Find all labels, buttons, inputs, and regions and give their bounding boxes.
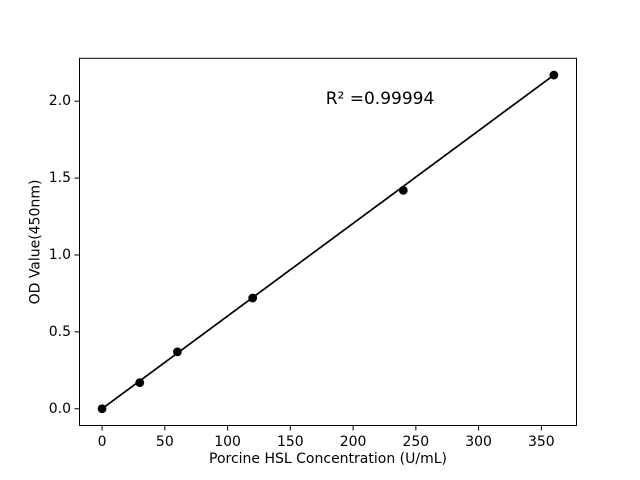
y-tick-label: 0.0: [48, 400, 71, 417]
data-point: [97, 404, 107, 414]
x-tick-label: 350: [527, 434, 555, 450]
x-tick-label: 0: [97, 434, 107, 450]
y-tick-label: 2.0: [48, 93, 71, 110]
x-tick-label: 300: [465, 434, 492, 450]
x-tick-label: 100: [214, 434, 241, 450]
y-tick-label: 1.0: [48, 246, 71, 263]
x-tick-label: 200: [339, 434, 367, 450]
y-axis-label: OD Value(450nm): [27, 179, 44, 305]
data-point: [398, 185, 408, 195]
data-point: [248, 293, 258, 303]
y-tick-label: 1.5: [48, 170, 71, 187]
fit-line: [101, 74, 555, 410]
data-point: [172, 347, 182, 357]
data-point: [549, 70, 559, 80]
data-point: [135, 378, 145, 387]
x-axis-label: Porcine HSL Concentration (U/mL): [209, 451, 447, 467]
x-tick-label: 150: [276, 434, 304, 450]
x-tick-label: 50: [155, 434, 174, 450]
r-squared-annotation: R² =0.99994: [325, 89, 435, 109]
x-tick-label: 250: [402, 434, 430, 450]
y-tick-label: 0.5: [48, 323, 71, 340]
plot-frame: [79, 57, 577, 427]
